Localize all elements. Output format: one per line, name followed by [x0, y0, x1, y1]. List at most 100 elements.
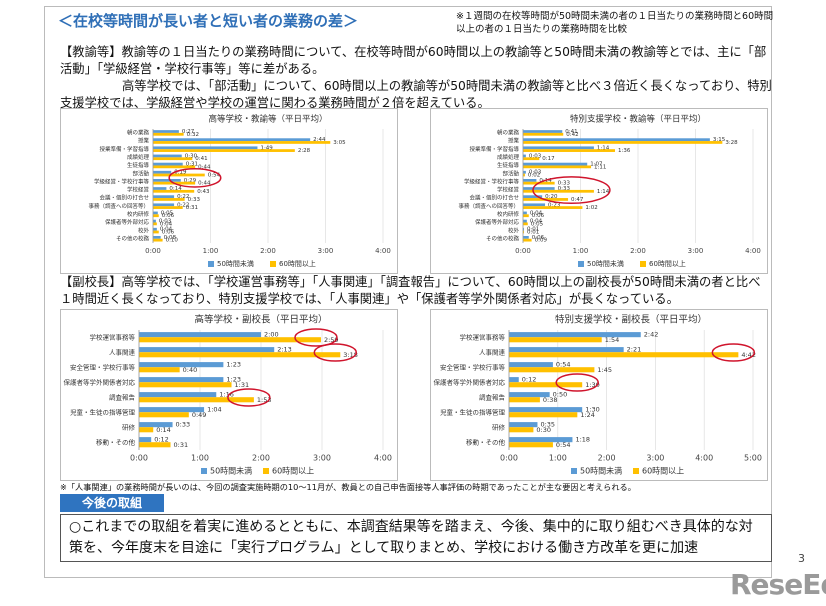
value-label: 3:15	[713, 137, 726, 143]
legend-label: 60時間以上	[649, 259, 686, 268]
value-label: 1:31	[235, 381, 250, 389]
watermark: ReseEd	[730, 568, 826, 601]
legend-swatch	[208, 261, 214, 267]
value-label: 1:54	[605, 336, 620, 344]
frame	[44, 6, 772, 578]
bar	[139, 362, 224, 368]
action-box: ○これまでの取組を着実に進めるとともに、本調査結果等を踏まえ、今後、集中的に取り…	[60, 514, 772, 562]
value-label: 1:14	[597, 189, 610, 195]
page-number: 3	[798, 552, 805, 565]
value-label: 0:54	[556, 441, 571, 449]
legend-swatch	[571, 468, 577, 474]
x-tick-label: 2:00	[598, 454, 616, 463]
paragraph: 高等学校では、「部活動」について、60時間以上の教諭等が50時間未満の教諭等と比…	[60, 79, 772, 110]
bar	[153, 178, 181, 182]
bar	[523, 154, 526, 158]
x-tick-label: 4:00	[375, 247, 391, 255]
legend-swatch	[201, 468, 207, 474]
bar	[523, 235, 529, 239]
x-tick-label: 3:00	[646, 454, 664, 463]
highlight-circle	[294, 328, 338, 347]
bar	[523, 173, 525, 177]
bar	[153, 238, 163, 242]
bar	[523, 214, 529, 218]
category-label: 会議・個別の打合せ	[99, 194, 149, 202]
bar	[523, 178, 537, 182]
value-label: 2:13	[277, 346, 292, 354]
bar	[523, 146, 594, 150]
category-label: 生徒指導	[127, 161, 150, 169]
section-heading: 今後の取組	[60, 494, 164, 512]
x-tick-label: 2:00	[252, 454, 270, 463]
bar	[509, 427, 534, 433]
bar	[139, 427, 154, 433]
value-label: 2:28	[298, 148, 311, 154]
value-label: 0:44	[198, 164, 211, 170]
category-label: 研修	[122, 423, 136, 432]
value-label: 0:05	[161, 210, 174, 216]
category-label: 学級経営・学校行事等	[94, 177, 150, 185]
bar	[153, 227, 157, 231]
bar	[523, 211, 527, 215]
value-label: 0:49	[192, 411, 207, 419]
value-label: 0:04	[160, 227, 173, 233]
bar	[139, 352, 341, 358]
value-label: 1:45	[597, 366, 612, 374]
bar	[153, 219, 156, 223]
value-label: 0:04	[160, 221, 173, 227]
highlight-circle	[555, 373, 599, 392]
category-label: 学校運営事務等	[90, 333, 136, 342]
value-label: 0:33	[176, 421, 191, 429]
value-label: 3:18	[343, 351, 358, 359]
bar	[139, 337, 321, 343]
bar	[523, 138, 710, 142]
bar	[153, 162, 183, 166]
legend-label: 60時間以上	[272, 467, 314, 476]
bar	[139, 437, 152, 443]
value-label: 1:02	[585, 205, 597, 211]
category-label: 校内研修	[127, 210, 150, 218]
value-label: 0:47	[571, 197, 584, 203]
paragraph: 【教諭等】教諭等の１日当たりの業務時間について、在校等時間が60時間以上の教諭等…	[60, 45, 767, 76]
value-label: 0:06	[532, 213, 545, 219]
value-label: 0:12	[522, 376, 537, 384]
category-label: 授業	[508, 137, 520, 145]
legend-label: 60時間以上	[279, 259, 316, 268]
value-label: 0:05	[531, 221, 544, 227]
legend-swatch	[633, 468, 639, 474]
bar	[509, 392, 550, 398]
value-label: 0:38	[543, 396, 558, 404]
bar	[139, 332, 261, 338]
legend-label: 50時間未満	[217, 259, 254, 268]
value-label: 0:30	[185, 153, 198, 159]
bar	[139, 407, 205, 413]
value-label: 0:06	[532, 235, 545, 241]
category-label: 人事関連	[109, 348, 136, 357]
value-label: 0:42	[566, 132, 578, 138]
value-label: 0:14	[156, 426, 171, 434]
value-label: 0:31	[174, 441, 189, 449]
category-label: 保護者等学外関係者対応	[434, 378, 506, 387]
chart: 高等学校・教諭等（平日平均） 0:00 1:00 2:00 3:00 4:00 朝の業務授業…	[60, 108, 398, 274]
value-label: 0:32	[187, 132, 199, 138]
bar	[523, 230, 524, 234]
bar	[139, 367, 180, 373]
legend-label: 50時間未満	[210, 466, 252, 476]
value-label: 1:14	[597, 145, 610, 151]
value-label: 0:03	[529, 153, 542, 159]
bar	[509, 337, 602, 343]
value-label: 0:35	[540, 421, 555, 429]
value-label: 0:17	[542, 156, 555, 162]
value-label: 1:04	[207, 406, 222, 414]
bar	[153, 230, 159, 234]
bar	[523, 222, 528, 226]
bar	[523, 149, 615, 152]
bar	[509, 437, 573, 443]
category-label: その他の校務	[116, 234, 150, 242]
bar	[153, 189, 195, 193]
category-label: 学校運営事務等	[460, 333, 506, 342]
value-label: 2:59	[324, 336, 339, 344]
bar	[153, 141, 331, 144]
category-label: 成績処理	[497, 153, 520, 161]
bar	[523, 195, 543, 199]
